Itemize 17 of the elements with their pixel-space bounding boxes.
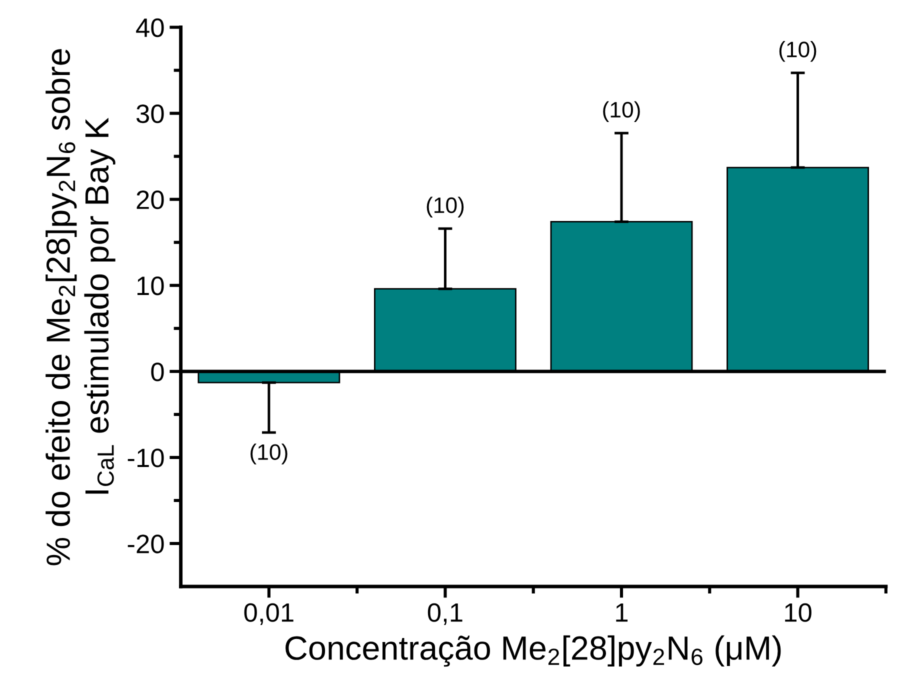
y-tick-label: 10 [137,276,164,296]
annotation: (10) [603,101,640,122]
y-tick-label: -10 [128,448,164,468]
x-axis-title: Concentração Me$_{2}$[28]py$_{2}$N$_{6}$ (μM) [286,635,781,667]
y-tick-label: 30 [136,104,164,124]
x-tick-label: 10 [785,603,812,622]
x-tick-label: 0,01 [244,603,294,625]
y-tick-label: 40 [136,18,164,38]
y-tick-label: 20 [136,190,164,210]
annotation: (10) [779,41,816,62]
annotation: (10) [426,196,464,218]
x-tick-label: 1 [616,603,628,622]
y-tick-label: -20 [128,534,164,554]
x-tick-label: 0,1 [428,603,462,625]
y-tick-label: 0 [151,362,164,382]
text: % do efeito de Me$_{2}$[28]py$_{2}$N$_{6}$ sobre I$_{CaL}$ estimulado por Bay K [46,49,116,566]
annotation: (10) [250,444,288,464]
